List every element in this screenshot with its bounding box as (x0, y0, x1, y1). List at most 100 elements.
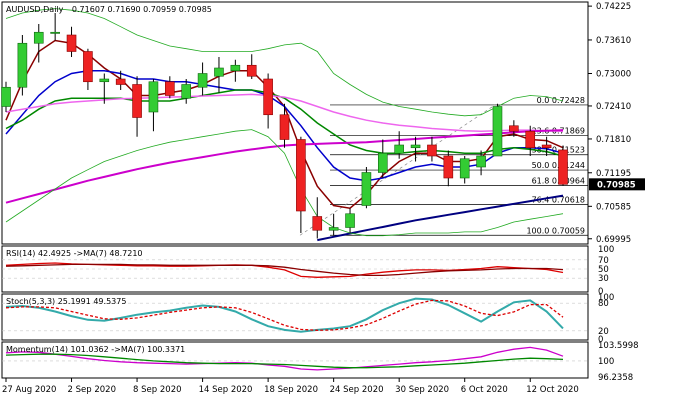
indicator-series-1-2 (5, 263, 564, 277)
price-tick-label: 0.74225 (596, 2, 631, 12)
price-tick-label: 0.69995 (596, 235, 631, 245)
candle (279, 103, 290, 148)
candle-body (509, 125, 519, 132)
indicator-series-3-1 (5, 346, 564, 371)
candle (263, 73, 273, 129)
date-tick-label: 12 Oct 2020 (526, 385, 579, 395)
candle-body (541, 144, 552, 149)
candle-body (165, 81, 175, 96)
candle-body (148, 81, 159, 113)
candle (181, 79, 192, 104)
candle (296, 136, 306, 233)
candle-body (296, 139, 306, 212)
candle (214, 57, 224, 93)
candle (50, 13, 60, 41)
candle-body (361, 172, 372, 206)
candle-body (345, 213, 355, 228)
fib-level-label: 76.4 0.70618 (532, 196, 585, 205)
indicator-tick-label: 50 (598, 265, 609, 275)
candle-body (50, 31, 60, 34)
indicator-tick-label: 100 (598, 245, 614, 255)
overlay-line-8 (5, 129, 564, 237)
date-tick-label: 2 Sep 2020 (68, 385, 116, 395)
candle-body (476, 155, 486, 168)
price-tick-label: 0.73610 (596, 36, 631, 46)
candle-body (66, 34, 77, 52)
indicator-tick-label: 20 (598, 327, 609, 337)
overlay-line-3 (5, 89, 564, 157)
chart-header: AUDUSD,Daily 0.71607 0.71690 0.70959 0.7… (6, 5, 212, 14)
candle-body (115, 78, 126, 85)
indicator-tick-label: 100 (598, 293, 614, 303)
candle (115, 70, 126, 90)
indicator-label: Momentum(14) 101.0362 ->MA(7) 100.3371 (6, 345, 185, 354)
candle (246, 54, 257, 79)
candle (66, 26, 77, 57)
indicator-tick-label: 100 (598, 357, 614, 367)
date-tick-label: 18 Sep 2020 (264, 385, 318, 395)
candle (230, 59, 241, 82)
candle (459, 156, 470, 184)
candle (99, 73, 110, 104)
candle-body (99, 78, 110, 83)
indicator-label: Stoch(5,3,3) 25.1991 49.5375 (6, 297, 126, 306)
candle (328, 213, 339, 236)
indicator-series-3-2 (5, 353, 564, 369)
candle (525, 125, 536, 156)
candle-body (328, 227, 339, 231)
indicator-tick-label: 103.5998 (598, 341, 639, 351)
indicator-series-2-2 (5, 299, 564, 331)
indicator-tick-label: 96.2358 (598, 373, 633, 383)
indicator-tick-label: 30 (598, 274, 609, 284)
indicator-series-2-1 (5, 297, 564, 333)
candle-body (410, 144, 421, 149)
candle (345, 208, 355, 233)
last-price-box (589, 178, 645, 191)
candle-body (1, 86, 11, 107)
candle-body (443, 155, 454, 179)
candle-body (33, 31, 44, 44)
candle-body (459, 158, 470, 179)
candle (132, 76, 142, 137)
last-price-label: 0.70985 (597, 180, 636, 190)
candle-body (132, 84, 142, 118)
candle-body (83, 51, 93, 83)
candle-body (17, 42, 28, 88)
candle-body (246, 64, 257, 77)
date-tick-label: 30 Sep 2020 (395, 385, 449, 395)
overlay-line-4 (5, 93, 564, 132)
price-tick-label: 0.73000 (596, 70, 631, 80)
candle (541, 136, 552, 156)
candle-body (394, 144, 404, 154)
candle (443, 150, 454, 187)
overlay-line-6 (317, 194, 564, 242)
indicator-tick-label: 70 (598, 256, 609, 266)
ohlc-values: 0.71607 0.71690 0.70959 0.70985 (72, 5, 212, 14)
candle (33, 24, 44, 63)
candle-body (230, 64, 241, 72)
price-panel-frame (1, 1, 589, 245)
indicator-tick-label: 0 (598, 335, 603, 345)
candle (148, 79, 159, 132)
candle-body (525, 130, 536, 149)
indicator-tick-label: 0 (598, 287, 603, 297)
candle (361, 167, 372, 209)
candle (165, 76, 175, 99)
candle (83, 48, 93, 90)
candle-body (312, 216, 323, 231)
candle-body (279, 114, 290, 140)
candle (410, 136, 421, 162)
price-tick-label: 0.72410 (596, 102, 631, 112)
candle-body (427, 144, 437, 157)
candle (197, 62, 208, 96)
date-tick-label: 6 Oct 2020 (461, 385, 508, 395)
overlay-line-7 (5, 8, 564, 117)
candle (476, 150, 486, 176)
candle-body (377, 152, 388, 173)
candle-body (214, 67, 224, 77)
fib-level-label: 100.0 0.70059 (526, 226, 585, 235)
candle (1, 81, 11, 112)
candle-body (263, 78, 273, 116)
candle (492, 103, 503, 157)
